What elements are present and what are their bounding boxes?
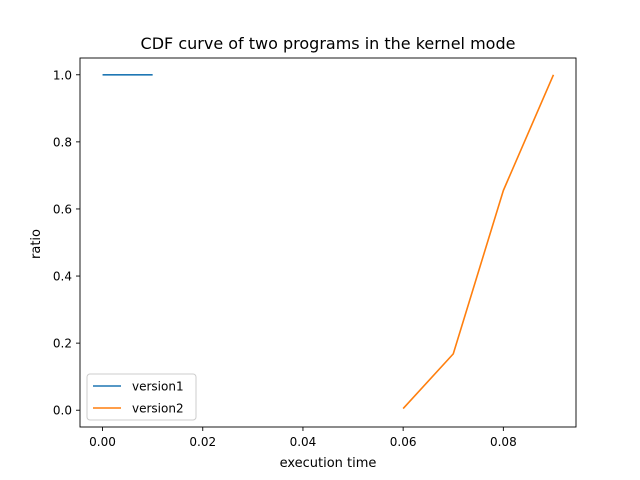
legend-label-version1: version1 bbox=[132, 380, 184, 394]
y-tick-label: 1.0 bbox=[53, 68, 72, 82]
plot-area: 0.00 0.02 0.04 0.06 0.08 0.0 0.2 0.4 0.6 0.8 1.0 ve… bbox=[53, 57, 577, 449]
y-tick-label: 0.6 bbox=[53, 202, 72, 216]
y-axis-label: ratio bbox=[29, 229, 44, 259]
chart-title: CDF curve of two programs in the kernel … bbox=[141, 34, 516, 53]
x-axis-label: execution time bbox=[280, 456, 377, 471]
x-tick-label: 0.04 bbox=[290, 435, 317, 449]
axes-frame bbox=[79, 57, 577, 428]
x-tick-label: 0.00 bbox=[89, 435, 116, 449]
legend-label-version2: version2 bbox=[132, 402, 184, 416]
y-tick-label: 0.0 bbox=[53, 404, 72, 418]
y-tick-label: 0.2 bbox=[53, 337, 72, 351]
x-tick-label: 0.02 bbox=[189, 435, 216, 449]
y-tick-label: 0.4 bbox=[53, 270, 72, 284]
series-line-version2 bbox=[402, 74, 555, 410]
y-tick-label: 0.8 bbox=[53, 135, 72, 149]
x-tick-label: 0.08 bbox=[490, 435, 517, 449]
x-tick-label: 0.06 bbox=[390, 435, 417, 449]
